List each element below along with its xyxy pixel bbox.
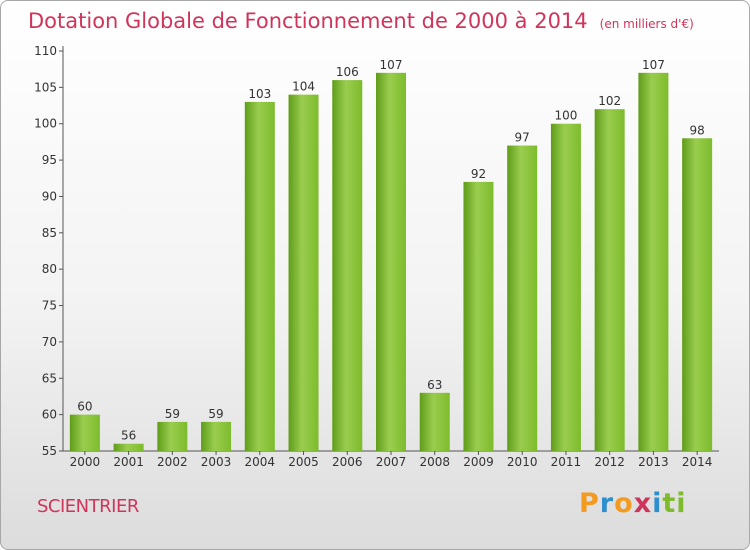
data-label: 104 xyxy=(292,80,315,94)
logo-letter: P xyxy=(579,488,600,519)
chart-bars xyxy=(69,72,713,452)
bar xyxy=(682,138,713,452)
bar xyxy=(244,101,275,451)
chart-unit-note: (en milliers d'€) xyxy=(599,17,694,31)
logo-letter: o xyxy=(614,488,634,519)
data-label: 103 xyxy=(248,87,271,101)
chart-title: Dotation Globale de Fonctionnement de 20… xyxy=(28,9,694,33)
y-tick-label: 90 xyxy=(42,189,57,203)
x-tick-label: 2010 xyxy=(507,455,538,469)
x-tick-label: 2009 xyxy=(463,455,494,469)
data-label: 102 xyxy=(598,94,621,108)
chart-axes: 55 60 65 70 75 80 85 90 95 100 105 110 2000 2001 2002 2… xyxy=(34,44,719,469)
data-label: 60 xyxy=(77,400,92,414)
x-tick-label: 2012 xyxy=(594,455,625,469)
y-tick-label: 85 xyxy=(42,226,57,240)
bar xyxy=(113,443,144,451)
bar xyxy=(463,181,494,451)
x-tick-label: 2013 xyxy=(638,455,669,469)
y-tick-label: 55 xyxy=(42,444,57,458)
x-tick-label: 2002 xyxy=(157,455,188,469)
proxiti-logo[interactable]: Proxiti xyxy=(579,488,687,519)
data-label: 98 xyxy=(689,123,704,137)
bar xyxy=(594,109,625,451)
data-label: 100 xyxy=(554,109,577,123)
bar xyxy=(419,392,450,451)
x-tick-label: 2001 xyxy=(113,455,144,469)
y-tick-label: 105 xyxy=(34,80,57,94)
logo-letter: t xyxy=(662,488,677,519)
y-tick-label: 110 xyxy=(34,44,57,58)
data-label: 107 xyxy=(380,58,403,72)
y-tick-label: 70 xyxy=(42,335,57,349)
data-label: 63 xyxy=(427,378,442,392)
data-label: 106 xyxy=(336,65,359,79)
x-tick-label: 2003 xyxy=(201,455,232,469)
data-label: 56 xyxy=(121,429,136,443)
x-tick-label: 2000 xyxy=(70,455,101,469)
y-tick-label: 65 xyxy=(42,371,57,385)
bar xyxy=(288,94,319,452)
bar xyxy=(638,72,669,452)
logo-letter: i xyxy=(652,488,663,519)
commune-name: SCIENTRIER xyxy=(37,496,139,517)
logo-letter: i xyxy=(676,488,687,519)
x-tick-label: 2008 xyxy=(419,455,450,469)
bar xyxy=(332,80,363,451)
chart-title-text: Dotation Globale de Fonctionnement de 20… xyxy=(28,9,588,33)
y-tick-label: 95 xyxy=(42,153,57,167)
data-label: 59 xyxy=(165,407,180,421)
data-label: 107 xyxy=(642,58,665,72)
logo-letter: x xyxy=(633,488,653,519)
x-tick-label: 2004 xyxy=(245,455,276,469)
bar xyxy=(201,421,232,451)
x-tick-label: 2011 xyxy=(551,455,582,469)
y-tick-label: 80 xyxy=(42,262,57,276)
data-label: 92 xyxy=(471,167,486,181)
bar xyxy=(157,421,188,451)
x-tick-label: 2006 xyxy=(332,455,363,469)
data-label: 59 xyxy=(208,407,223,421)
bar xyxy=(507,145,538,451)
chart-labels: 60 56 59 59 103 104 106 107 63 92 97 100 102 107 98 xyxy=(77,58,705,443)
y-tick-label: 75 xyxy=(42,299,57,313)
y-tick-label: 60 xyxy=(42,408,57,422)
logo-letter: r xyxy=(599,488,615,519)
x-tick-label: 2014 xyxy=(682,455,713,469)
y-tick-label: 100 xyxy=(34,117,57,131)
data-label: 97 xyxy=(515,131,530,145)
bar xyxy=(69,414,100,451)
x-tick-label: 2007 xyxy=(376,455,407,469)
bar xyxy=(376,72,406,452)
x-tick-label: 2005 xyxy=(288,455,319,469)
bar xyxy=(550,123,581,452)
